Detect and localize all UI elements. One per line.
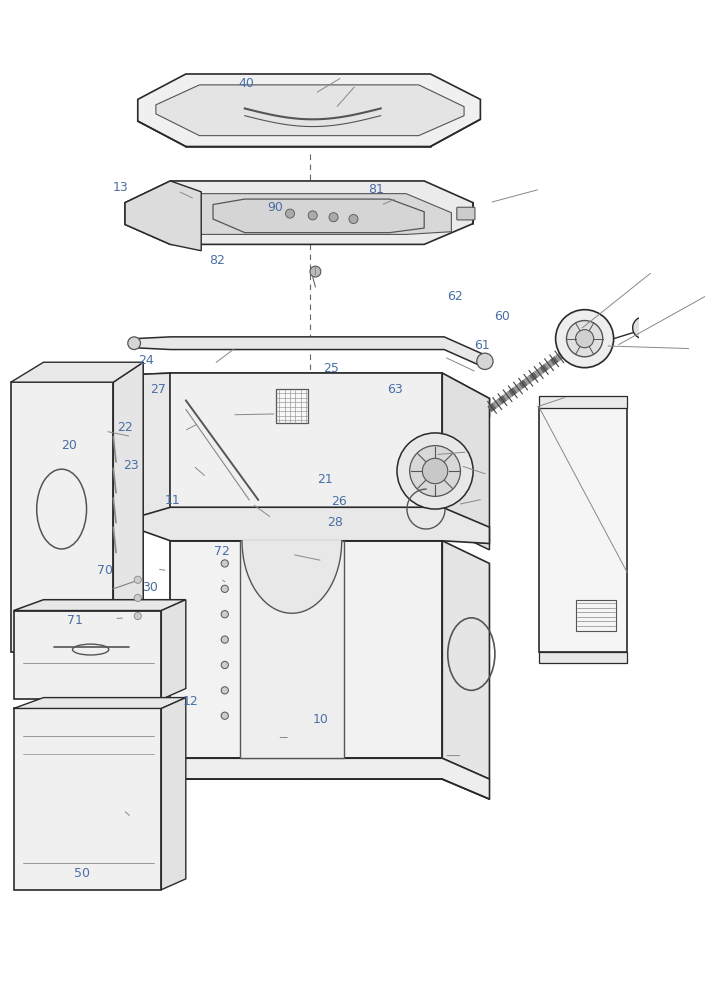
Circle shape — [310, 266, 321, 277]
Polygon shape — [539, 396, 627, 408]
Polygon shape — [134, 337, 485, 368]
Text: 10: 10 — [313, 713, 329, 726]
Polygon shape — [13, 611, 161, 699]
Circle shape — [556, 310, 613, 368]
Text: 30: 30 — [142, 581, 158, 594]
Polygon shape — [161, 600, 186, 699]
Polygon shape — [11, 362, 143, 382]
Text: 90: 90 — [266, 201, 283, 214]
Circle shape — [134, 576, 142, 583]
Polygon shape — [276, 389, 308, 423]
Polygon shape — [539, 408, 627, 652]
Polygon shape — [171, 373, 442, 527]
Text: 60: 60 — [493, 310, 510, 323]
Text: 24: 24 — [137, 354, 154, 367]
Circle shape — [575, 330, 594, 348]
Polygon shape — [13, 698, 186, 708]
Polygon shape — [171, 541, 442, 758]
Circle shape — [221, 585, 228, 592]
Text: 61: 61 — [474, 339, 490, 352]
Text: 20: 20 — [61, 439, 77, 452]
Polygon shape — [240, 541, 345, 758]
Polygon shape — [539, 652, 627, 663]
Circle shape — [221, 661, 228, 669]
Polygon shape — [127, 507, 489, 544]
Text: 82: 82 — [209, 254, 225, 267]
Polygon shape — [13, 708, 161, 890]
Circle shape — [221, 636, 228, 643]
Polygon shape — [442, 373, 489, 550]
Text: 21: 21 — [317, 473, 333, 486]
Text: 50: 50 — [74, 867, 90, 880]
Polygon shape — [156, 85, 464, 136]
Circle shape — [329, 213, 338, 222]
Circle shape — [308, 211, 317, 220]
Polygon shape — [11, 382, 114, 652]
Polygon shape — [127, 738, 489, 799]
Polygon shape — [127, 373, 171, 527]
Text: 28: 28 — [328, 516, 343, 529]
Text: 70: 70 — [97, 564, 114, 577]
Circle shape — [134, 612, 142, 620]
Text: 27: 27 — [151, 383, 166, 396]
Circle shape — [567, 321, 603, 357]
Text: 11: 11 — [165, 494, 180, 507]
Text: 22: 22 — [117, 421, 133, 434]
Circle shape — [632, 317, 654, 339]
Polygon shape — [125, 181, 171, 244]
Ellipse shape — [128, 337, 140, 350]
Text: 13: 13 — [112, 181, 128, 194]
Circle shape — [397, 433, 473, 509]
Circle shape — [422, 458, 448, 484]
Polygon shape — [125, 181, 201, 251]
Circle shape — [286, 209, 295, 218]
Text: 62: 62 — [447, 290, 463, 303]
Polygon shape — [442, 541, 489, 779]
Polygon shape — [137, 74, 480, 147]
Text: 26: 26 — [331, 495, 347, 508]
Text: 71: 71 — [68, 614, 83, 627]
Polygon shape — [114, 362, 143, 652]
Polygon shape — [125, 181, 473, 244]
Ellipse shape — [477, 353, 493, 369]
Polygon shape — [127, 373, 489, 417]
Text: 12: 12 — [183, 695, 198, 708]
Circle shape — [410, 446, 460, 496]
Polygon shape — [442, 758, 489, 799]
Circle shape — [221, 560, 228, 567]
Polygon shape — [161, 698, 186, 890]
Circle shape — [134, 594, 142, 602]
Circle shape — [349, 214, 358, 224]
FancyBboxPatch shape — [457, 207, 475, 220]
Text: 25: 25 — [323, 362, 339, 375]
Text: 23: 23 — [123, 459, 139, 472]
Polygon shape — [147, 194, 451, 234]
Text: 72: 72 — [214, 545, 231, 558]
Text: 63: 63 — [387, 383, 403, 396]
Polygon shape — [13, 600, 186, 611]
Polygon shape — [242, 541, 342, 613]
Circle shape — [221, 712, 228, 719]
Text: 40: 40 — [238, 77, 254, 90]
Circle shape — [221, 611, 228, 618]
Polygon shape — [213, 199, 424, 233]
Circle shape — [221, 687, 228, 694]
Text: 81: 81 — [368, 183, 384, 196]
Polygon shape — [171, 758, 442, 779]
